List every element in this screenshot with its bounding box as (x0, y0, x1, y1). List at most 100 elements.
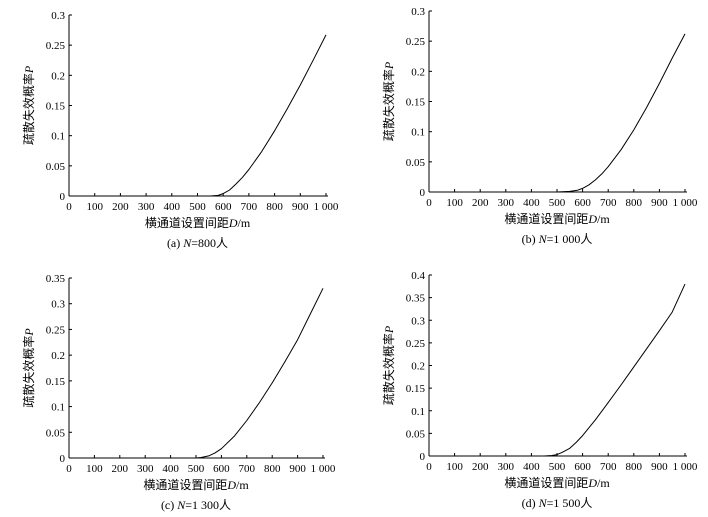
variable-symbol: P (22, 328, 36, 337)
x-tick-label: 500 (188, 463, 205, 475)
x-tick-label: 700 (600, 197, 617, 209)
x-tick-label: 500 (549, 461, 566, 473)
label-part: =1 500人 (547, 496, 593, 510)
series-line (69, 288, 324, 459)
y-tick-label: 0.2 (51, 70, 65, 82)
x-tick-label: 0 (426, 197, 432, 209)
x-tick-label: 100 (86, 463, 103, 475)
y-tick-label: 0.1 (51, 131, 65, 143)
x-tick-label: 300 (138, 201, 155, 213)
x-tick-label: 300 (137, 463, 154, 475)
y-tick-label: 0.3 (51, 10, 65, 22)
y-axis-title: 疏散失效概率P (381, 61, 396, 141)
y-tick-label: 0.15 (46, 101, 66, 113)
y-tick-label: 0.25 (46, 40, 66, 52)
panel-caption: (d) N=1 500人 (522, 496, 593, 510)
x-tick-label: 800 (626, 197, 643, 209)
label-part: 横通道设置间距 (504, 476, 588, 490)
x-tick-label: 400 (523, 197, 540, 209)
panel-caption: (b) N=1 000人 (522, 232, 593, 246)
y-tick-label: 0 (420, 187, 426, 199)
label-part: /m (238, 216, 251, 230)
series-line (69, 34, 327, 197)
label-part: /m (236, 478, 249, 492)
x-tick-label: 900 (651, 197, 668, 209)
x-tick-label: 600 (574, 461, 591, 473)
y-tick-label: 0.05 (406, 157, 426, 169)
label-part: (d) (522, 496, 539, 510)
y-tick-label: 0.3 (411, 6, 425, 18)
y-tick-label: 0.1 (411, 406, 425, 418)
variable-symbol: N (176, 498, 186, 512)
x-tick-label: 900 (292, 201, 309, 213)
x-axis-title: 横通道设置间距D/m (504, 476, 610, 490)
y-tick-label: 0.3 (411, 315, 425, 327)
variable-symbol: D (228, 216, 238, 230)
y-tick-label: 0.25 (406, 338, 426, 350)
label-part: /m (597, 212, 610, 226)
y-tick-label: 0.4 (411, 270, 425, 282)
x-tick-label: 1 000 (311, 463, 336, 475)
y-tick-label: 0.3 (51, 299, 65, 311)
variable-symbol: D (226, 478, 236, 492)
series-line (429, 33, 686, 193)
y-tick-label: 0 (60, 453, 66, 465)
x-tick-label: 800 (264, 463, 281, 475)
x-tick-label: 0 (66, 463, 72, 475)
y-tick-label: 0.1 (51, 402, 65, 414)
x-axis-title: 横通道设置间距D/m (143, 478, 249, 492)
label-part: =1 300人 (185, 498, 231, 512)
label-part: 疏散失效概率 (21, 73, 36, 145)
y-tick-label: 0.1 (411, 127, 425, 139)
x-tick-label: 200 (112, 463, 129, 475)
variable-symbol: N (538, 496, 548, 510)
x-tick-label: 100 (446, 197, 463, 209)
y-tick-label: 0.05 (46, 161, 66, 173)
y-tick-label: 0 (60, 191, 66, 203)
series-line (429, 283, 686, 457)
variable-symbol: P (382, 61, 396, 70)
x-tick-label: 700 (241, 201, 258, 213)
x-tick-label: 1 000 (314, 201, 339, 213)
x-tick-label: 300 (498, 461, 515, 473)
y-tick-label: 0 (420, 451, 426, 463)
y-tick-label: 0.15 (46, 376, 66, 388)
x-tick-label: 400 (523, 461, 540, 473)
x-tick-label: 700 (239, 463, 256, 475)
variable-symbol: D (587, 476, 597, 490)
x-tick-label: 500 (549, 197, 566, 209)
x-axis-title: 横通道设置间距D/m (504, 212, 610, 226)
y-tick-label: 0.35 (406, 293, 426, 305)
variable-symbol: N (182, 236, 192, 250)
label-part: 疏散失效概率 (381, 69, 396, 141)
x-tick-label: 1 000 (673, 461, 698, 473)
x-tick-label: 400 (164, 201, 181, 213)
x-tick-label: 600 (574, 197, 591, 209)
x-tick-label: 0 (66, 201, 72, 213)
y-tick-label: 0.05 (46, 427, 66, 439)
x-tick-label: 400 (162, 463, 179, 475)
x-tick-label: 900 (651, 461, 668, 473)
y-tick-label: 0.35 (46, 273, 66, 285)
label-part: (c) (161, 498, 177, 512)
label-part: 疏散失效概率 (381, 333, 396, 405)
label-part: 横通道设置间距 (504, 212, 588, 226)
label-part: =800人 (191, 236, 228, 250)
x-tick-label: 300 (498, 197, 515, 209)
y-tick-label: 0.05 (406, 428, 426, 440)
label-part: /m (597, 476, 610, 490)
x-tick-label: 200 (112, 201, 129, 213)
variable-symbol: D (587, 212, 597, 226)
x-tick-label: 600 (215, 201, 232, 213)
y-tick-label: 0.25 (46, 324, 66, 336)
x-axis-title: 横通道设置间距D/m (145, 216, 251, 230)
panel-caption: (c) N=1 300人 (161, 498, 231, 512)
x-tick-label: 0 (426, 461, 432, 473)
variable-symbol: P (382, 325, 396, 334)
label-part: (a) (167, 236, 183, 250)
chart-panel-c: 0 100 200 300 400 500 600 700 800 900 1 000 0 0.05 0.… (21, 273, 336, 512)
y-tick-label: 0.15 (406, 97, 426, 109)
label-part: 横通道设置间距 (145, 216, 229, 230)
x-tick-label: 100 (86, 201, 103, 213)
x-tick-label: 900 (289, 463, 306, 475)
